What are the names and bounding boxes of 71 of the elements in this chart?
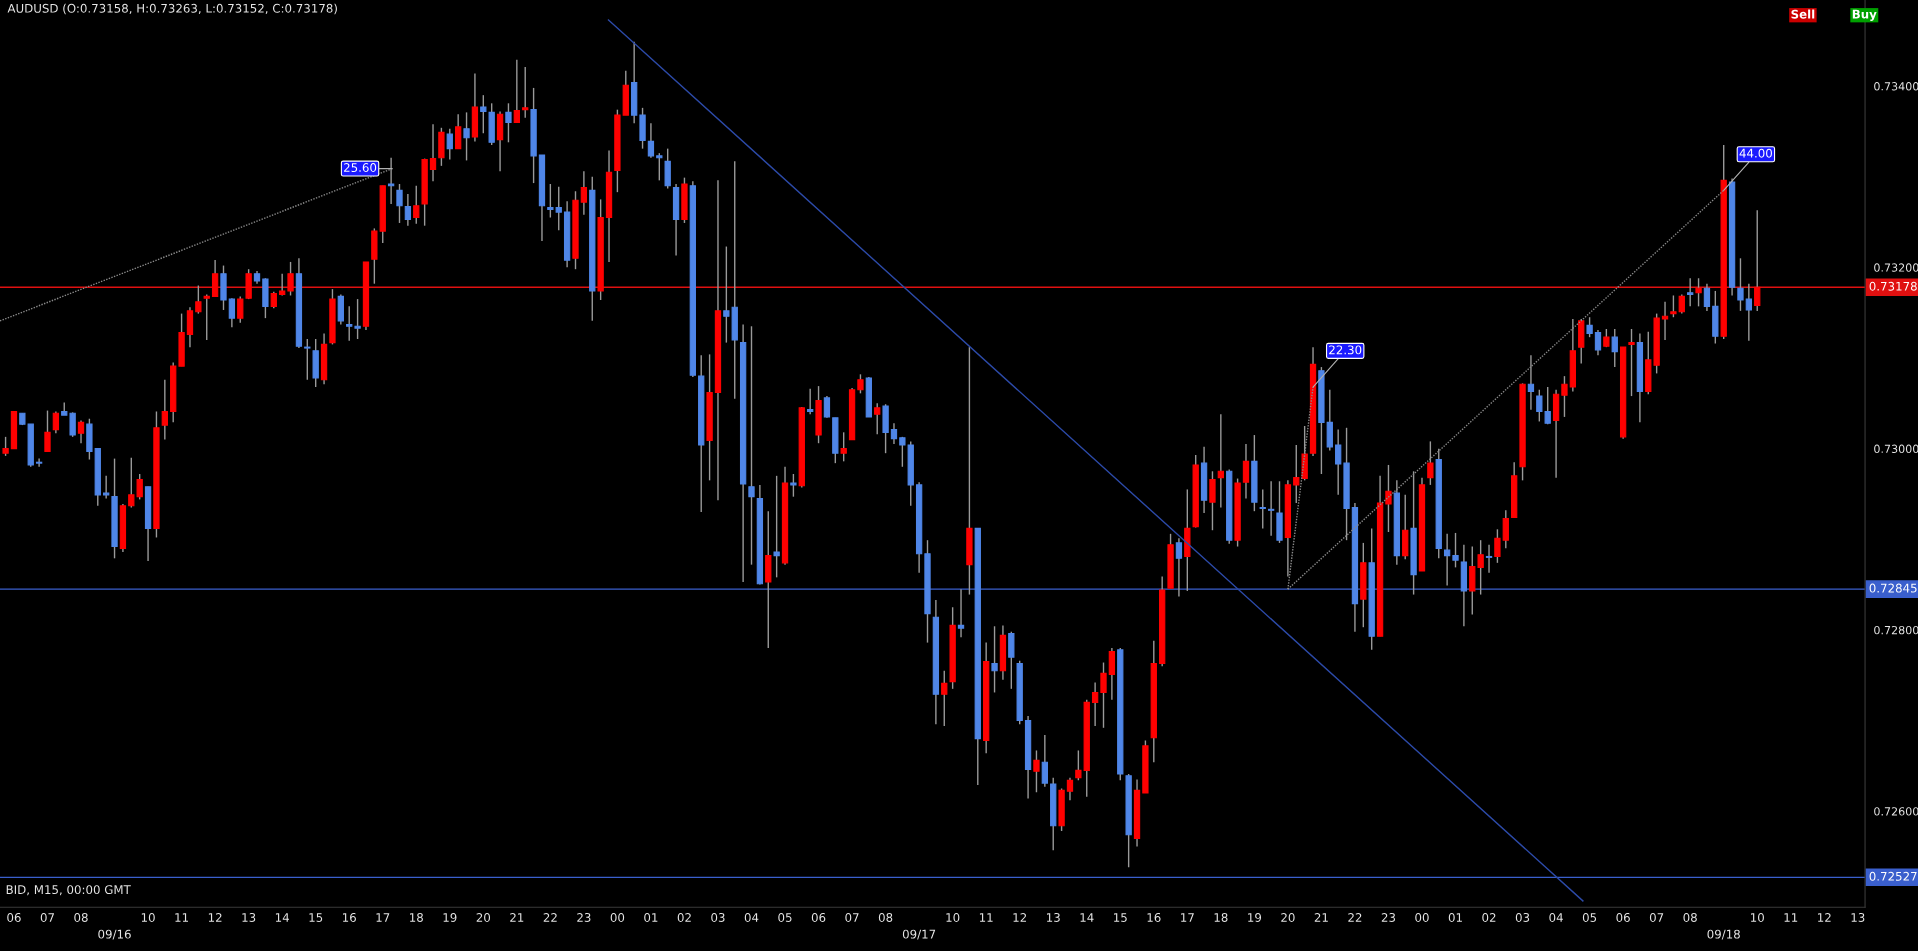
x-tick-label: 05 <box>1582 913 1597 922</box>
x-tick-label: 12 <box>208 913 222 922</box>
y-tick-label: 0.73200 <box>1874 263 1918 272</box>
x-tick-label: 15 <box>309 913 323 922</box>
x-tick-label: 16 <box>1147 913 1161 922</box>
x-tick-label: 14 <box>1080 913 1094 922</box>
annotation: 44.00 <box>1739 148 1772 158</box>
x-tick-label: 19 <box>1248 913 1262 922</box>
x-tick-label: 14 <box>275 913 290 922</box>
x-tick-label: 01 <box>1448 913 1462 922</box>
ref-line-label: 0.72527 <box>1869 871 1917 881</box>
x-tick-label: 02 <box>1482 913 1496 922</box>
ref-line-label: 0.73178 <box>1869 281 1917 291</box>
x-tick-label: 18 <box>1214 913 1228 922</box>
x-tick-label: 13 <box>1851 913 1865 922</box>
x-tick-label: 08 <box>74 913 88 922</box>
annotation: 25.60 <box>344 163 377 173</box>
x-tick-label: 03 <box>1515 913 1530 922</box>
x-tick-label: 08 <box>878 913 893 922</box>
x-tick-label: 00 <box>610 913 625 922</box>
annotation: 22.30 <box>1329 345 1362 355</box>
x-tick-label: 23 <box>1381 913 1396 922</box>
x-tick-label: 23 <box>577 913 591 922</box>
y-tick-label: 0.72800 <box>1874 625 1918 635</box>
x-tick-label: 19 <box>443 913 457 922</box>
x-tick-label: 20 <box>476 913 491 922</box>
ref-line-label: 0.72845 <box>1869 583 1917 593</box>
x-tick-label: 17 <box>1181 913 1194 922</box>
y-tick-label: 0.72600 <box>1874 807 1918 816</box>
x-tick-label: 12 <box>1013 913 1027 922</box>
x-tick-label: 13 <box>242 913 256 922</box>
x-tick-label: 10 <box>141 913 155 922</box>
x-tick-label: 12 <box>1818 913 1831 922</box>
x-tick-label: 05 <box>778 913 792 922</box>
x-tick-label: 11 <box>1784 913 1798 922</box>
x-tick-label: 07 <box>845 913 859 922</box>
x2-tick-label: 09/17 <box>902 929 936 940</box>
x-tick-label: 10 <box>946 913 960 922</box>
x-tick-label: 02 <box>677 913 691 922</box>
x2-tick-label: 09/18 <box>1707 929 1740 940</box>
x-tick-label: 06 <box>7 913 21 922</box>
x-tick-label: 04 <box>744 913 759 922</box>
chart-title: AUDUSD (O:0.73158, H:0.73263, L:0.73152, C:0.73178) <box>7 3 337 15</box>
x-tick-label: 15 <box>1114 913 1127 922</box>
annotation: BID, M15, 00:00 GMT <box>6 885 131 896</box>
x-tick-label: 06 <box>1616 913 1630 922</box>
x-tick-label: 08 <box>1683 913 1697 922</box>
annotation: Buy <box>1852 9 1877 21</box>
x-tick-label: 22 <box>1348 913 1362 922</box>
x-tick-label: 20 <box>1281 913 1295 922</box>
x-tick-label: 06 <box>811 913 826 922</box>
x-tick-label: 17 <box>376 913 390 922</box>
x-tick-label: 01 <box>644 913 658 922</box>
x-tick-label: 04 <box>1549 913 1563 922</box>
x-tick-label: 03 <box>711 913 725 922</box>
annotation: Sell <box>1791 9 1815 19</box>
y-tick-label: 0.73400 <box>1874 82 1918 91</box>
y-tick-label: 0.73000 <box>1874 444 1918 454</box>
x-tick-label: 10 <box>1751 913 1764 922</box>
x-tick-label: 07 <box>1649 913 1664 922</box>
x-tick-label: 16 <box>343 913 356 922</box>
x-tick-label: 22 <box>543 913 557 922</box>
x-tick-label: 07 <box>40 913 54 922</box>
x-tick-label: 11 <box>175 913 189 922</box>
x-tick-label: 18 <box>410 913 423 922</box>
x-tick-label: 13 <box>1047 913 1060 922</box>
x2-tick-label: 09/16 <box>98 929 131 940</box>
x-tick-label: 21 <box>1314 913 1328 922</box>
x-tick-label: 11 <box>979 913 993 922</box>
x-tick-label: 21 <box>510 913 524 922</box>
x-tick-label: 00 <box>1415 913 1429 922</box>
